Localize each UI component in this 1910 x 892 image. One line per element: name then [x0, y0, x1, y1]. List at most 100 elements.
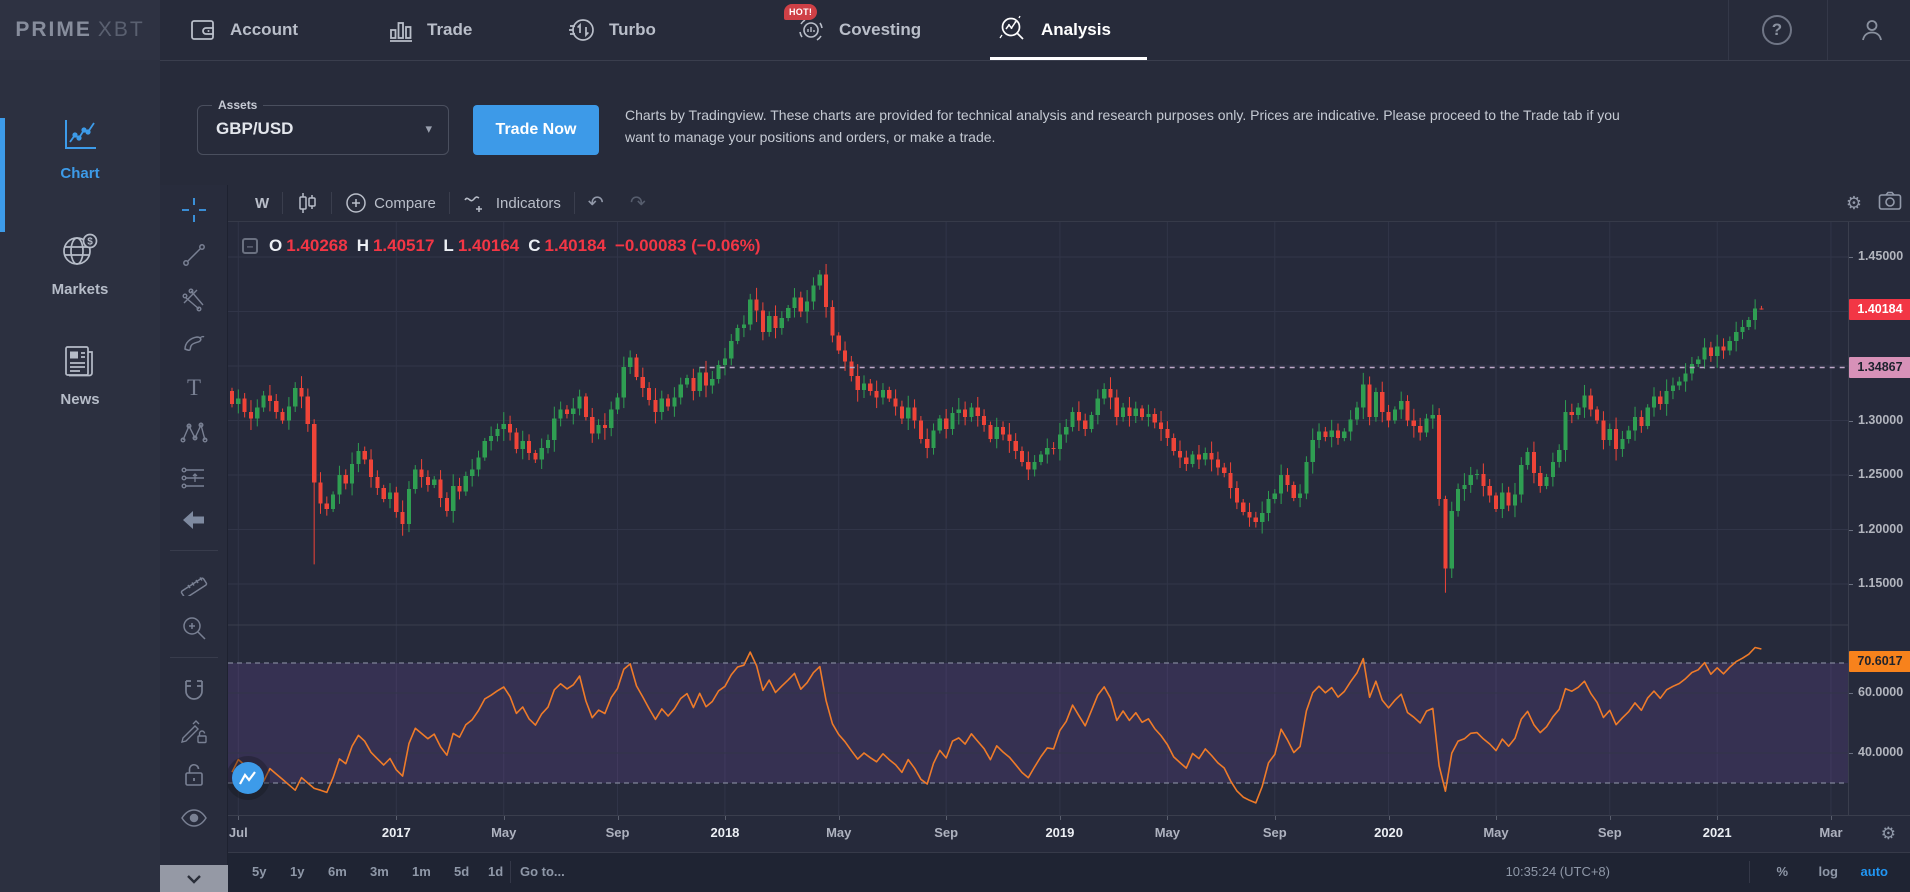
auto-scale-button[interactable]: auto [1860, 864, 1888, 879]
price-axis-tick [1849, 420, 1853, 422]
ruler-tool[interactable] [179, 567, 209, 597]
time-axis-tick [724, 816, 726, 820]
clock-timezone[interactable]: 10:35:24 (UTC+8) [1505, 864, 1610, 879]
log-scale-button[interactable]: log [1818, 864, 1839, 879]
toolbar-scroll-down[interactable] [160, 865, 228, 892]
nav-item-trade[interactable]: Trade [388, 0, 472, 60]
sidebar-item-chart[interactable]: Chart [0, 118, 160, 182]
time-axis-tick [1274, 816, 1276, 820]
price-axis-tick [1849, 584, 1853, 585]
trend-line-tool[interactable] [179, 240, 209, 270]
percent-scale-button[interactable]: % [1776, 864, 1788, 879]
time-axis-label: 2018 [710, 825, 740, 840]
brush-tool[interactable] [179, 327, 209, 357]
turbo-arrows-icon [568, 16, 596, 44]
nav-item-covesting[interactable]: HOT! Covesting [784, 0, 921, 60]
time-axis-settings-icon[interactable]: ⚙ [1880, 824, 1896, 843]
legend-close-value: 1.40184 [544, 236, 606, 255]
sidebar-item-news[interactable]: News [0, 344, 160, 408]
time-axis-label: 2019 [1045, 825, 1075, 840]
range-5y-button[interactable]: 5y [252, 864, 267, 879]
crosshair-tool[interactable] [179, 195, 209, 225]
nav-item-turbo[interactable]: Turbo [568, 0, 656, 60]
long-position-tool[interactable] [179, 463, 209, 493]
hide-drawings-eye-tool[interactable] [179, 803, 209, 833]
nav-item-label: Turbo [609, 20, 656, 39]
nav-item-account[interactable]: Account [190, 0, 298, 60]
chart-settings-gear-icon[interactable]: ⚙ [1845, 193, 1862, 213]
chart-canvas[interactable] [228, 222, 1848, 815]
range-3m-button[interactable]: 3m [370, 864, 389, 879]
bar-chart-icon [388, 18, 414, 42]
screenshot-camera-icon[interactable] [1878, 191, 1902, 216]
candle-style-button[interactable] [283, 185, 331, 222]
chart-header: Assets GBP/USD ▾ Trade Now Charts by Tra… [160, 60, 1910, 185]
nav-divider [1728, 0, 1729, 60]
indicators-button[interactable]: Indicators [450, 185, 574, 222]
toolbar-divider [282, 192, 284, 214]
time-axis-label: Sep [1262, 825, 1287, 840]
globe-dollar-icon: $ [60, 233, 100, 272]
rsi-axis-label-tick [1849, 753, 1853, 754]
price-badge: 1.40184 [1849, 298, 1910, 320]
range-1y-button[interactable]: 1y [290, 864, 305, 879]
toolbar-divider [170, 657, 218, 658]
time-axis[interactable]: ⚙ Jul 2017 May Sep 2018 May Sep 2019 May… [228, 815, 1910, 852]
xabcd-pattern-tool[interactable] [179, 418, 209, 448]
sidebar-item-label: News [60, 391, 100, 408]
chart-bottom-bar: 5y 1y 6m 3m 1m 5d 1d Go to... 10:35:24 (… [228, 852, 1910, 892]
interval-button[interactable]: W [255, 194, 270, 212]
redo-button[interactable]: ↷ [629, 192, 646, 214]
range-1d-button[interactable]: 1d [488, 864, 504, 879]
range-1m-button[interactable]: 1m [412, 864, 431, 879]
range-6m-button[interactable]: 6m [328, 864, 347, 879]
time-axis-tick [1167, 816, 1169, 820]
price-axis-tick [1849, 257, 1853, 258]
assets-select-label: Assets [212, 98, 264, 112]
time-axis-label: May [826, 825, 852, 840]
chevron-down-icon: ▾ [425, 121, 432, 136]
ohlc-legend: – O 1.40268 H 1.40517 L 1.40164 C 1.40184 −0… [242, 236, 761, 256]
zoom-in-tool[interactable] [179, 613, 209, 643]
pitchfork-tool[interactable] [179, 285, 209, 315]
user-account-icon[interactable] [1858, 16, 1886, 44]
range-5d-button[interactable]: 5d [454, 864, 470, 879]
trade-now-button[interactable]: Trade Now [473, 105, 599, 155]
drawing-lock-tool[interactable] [179, 717, 209, 747]
text-tool[interactable]: T [186, 375, 202, 400]
price-axis-label: 1.45000 [1858, 249, 1904, 263]
goto-button[interactable]: Go to... [520, 864, 565, 879]
tradingview-logo-button[interactable] [232, 762, 264, 794]
time-axis-label: Sep [605, 825, 630, 840]
lock-all-tool[interactable] [179, 760, 209, 790]
legend-collapse-icon[interactable]: – [242, 238, 258, 254]
time-axis-label: 2021 [1702, 825, 1732, 840]
time-axis-tick [946, 816, 948, 820]
legend-high-key: H [356, 236, 369, 255]
time-axis-label: Sep [934, 825, 959, 840]
price-axis-label: 1.20000 [1858, 521, 1904, 536]
compare-label: Compare [374, 194, 436, 212]
arrow-mark-tool[interactable] [179, 505, 209, 535]
help-icon[interactable]: ? [1762, 15, 1792, 45]
sidebar-item-markets[interactable]: $ Markets [0, 232, 160, 298]
undo-button[interactable]: ↶ [587, 192, 604, 214]
sidebar-active-indicator [0, 118, 5, 232]
toolbar-divider [331, 192, 333, 214]
time-axis-label: May [1154, 825, 1181, 840]
time-axis-tick [396, 816, 398, 820]
assets-select[interactable]: Assets GBP/USD ▾ [197, 98, 449, 155]
hot-badge: HOT! [784, 4, 818, 20]
price-axis[interactable]: 1.45000 1.30000 1.25000 1.20000 1.15000 … [1848, 222, 1910, 815]
compare-button[interactable]: Compare [332, 185, 449, 222]
wallet-icon [190, 18, 217, 42]
price-axis-label: 1.25000 [1858, 467, 1904, 481]
sidebar-item-label: Markets [51, 281, 109, 298]
time-axis-tick [1059, 816, 1061, 820]
time-axis-tick [1717, 816, 1719, 820]
price-axis-label: 1.30000 [1858, 412, 1904, 427]
compare-plus-icon [346, 193, 366, 213]
nav-item-analysis[interactable]: Analysis [990, 0, 1147, 60]
primexbt-logo[interactable]: PRIME XBT [0, 0, 160, 60]
magnet-tool[interactable] [179, 675, 209, 705]
